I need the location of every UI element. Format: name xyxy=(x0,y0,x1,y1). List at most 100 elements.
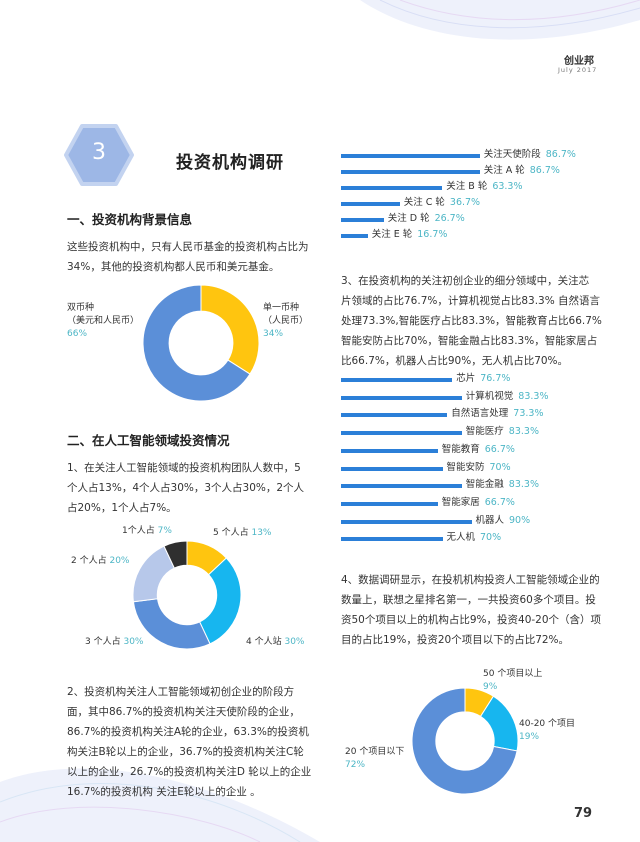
bar-label-value: 66.7% xyxy=(484,496,515,508)
issue-date: July 2017 xyxy=(558,66,598,74)
bar-label-value: 73.3% xyxy=(513,408,544,420)
bar-label-text: 关注 D 轮 xyxy=(387,213,430,224)
bar-label-value: 83.3% xyxy=(508,479,539,491)
stage-row: 关注 B 轮 63.3% xyxy=(341,180,621,194)
sector-bar xyxy=(341,519,472,524)
donut2-label-2: 2 个人占 20% xyxy=(71,555,129,568)
team-size-donut-chart xyxy=(132,540,242,650)
text-line: 86.7%的投资机构关注A轮的企业，63.3%的投资机 xyxy=(67,726,309,738)
label-text: 40-20 个项目 xyxy=(519,719,576,729)
label-text: 双币种 xyxy=(67,303,95,313)
sector-row: 自然语言处理 73.3% xyxy=(341,407,621,421)
text-line: 1、在关注人工智能领域的投资机构团队人数中，5 xyxy=(67,462,301,474)
stage-label: 关注 A 轮 86.7% xyxy=(484,164,560,178)
sector-row: 无人机 70% xyxy=(341,531,621,545)
sector-bar xyxy=(341,484,462,489)
sector-label: 智能教育 66.7% xyxy=(442,443,515,457)
sector-label: 智能医疗 83.3% xyxy=(466,425,539,439)
stage-bar xyxy=(341,154,480,158)
heading-ai-investment: 二、在人工智能领域投资情况 xyxy=(67,433,230,448)
label-value: 72% xyxy=(345,760,366,770)
sector-bar xyxy=(341,537,443,542)
donut2-label-4: 4 个人站 30% xyxy=(246,636,304,649)
sector-row: 芯片 76.7% xyxy=(341,372,621,386)
section-number-hexagon xyxy=(64,124,134,186)
stage-label: 关注 E 轮 16.7% xyxy=(372,228,448,242)
text-line: 4、数据调研显示，在投机机构投资人工智能领域企业的 xyxy=(341,574,600,586)
donut3-label-50: 50 个项目以上 9% xyxy=(483,668,542,694)
text-line: 资50个项目以上的机构占比9%，投资40-20个（含）项 xyxy=(341,614,602,626)
bar-label-text: 智能医疗 xyxy=(465,426,504,438)
team-size-slice-2 xyxy=(132,598,211,650)
project-count-donut-chart xyxy=(411,687,519,795)
sector-row: 智能金融 83.3% xyxy=(341,478,621,492)
bar-label-text: 机器人 xyxy=(475,514,505,526)
sector-bar xyxy=(341,395,462,400)
brand-logo-text: 创业邦 xyxy=(564,56,594,67)
bar-label-value: 36.7% xyxy=(449,197,481,208)
text-line: 3、在投资机构的关注初创企业的细分领域中，关注芯 xyxy=(341,275,590,287)
paragraph-team-size: 1、在关注人工智能领域的投资机构团队人数中，5 个人占13%，4个人占30%，3… xyxy=(67,458,337,518)
bar-label-text: 计算机视觉 xyxy=(465,390,514,402)
text-line: 以上的企业，26.7%的投资机构关注D 轮以上的企业 xyxy=(67,766,312,778)
sector-row: 智能教育 66.7% xyxy=(341,443,621,457)
bar-label-value: 83.3% xyxy=(508,426,539,438)
stage-bar-chart: 关注天使阶段 86.7% 关注 A 轮 86.7% 关注 B 轮 63.3% 关注 C 轮 3… xyxy=(341,148,621,244)
text-line: 个人占13%，4个人占30%，3个人占30%，2个人 xyxy=(67,482,305,494)
fund-type-donut-chart xyxy=(142,284,260,402)
stage-bar xyxy=(341,218,384,222)
paragraph-project-count: 4、数据调研显示，在投机机构投资人工智能领域企业的 数量上，联想之星排名第一，一… xyxy=(341,570,631,650)
label-value: 30% xyxy=(284,637,305,647)
project-count-slice-2 xyxy=(411,687,518,795)
bar-label-text: 关注 B 轮 xyxy=(446,181,488,192)
bottom-wave-decoration xyxy=(0,768,320,842)
sector-bar-chart: 芯片 76.7% 计算机视觉 83.3% 自然语言处理 73.3% 智能医疗 83.3% 智能教… xyxy=(341,372,621,548)
donut2-label-5: 5 个人占 13% xyxy=(213,527,271,540)
bar-label-text: 关注 C 轮 xyxy=(403,197,445,208)
bar-label-text: 关注 E 轮 xyxy=(371,229,413,240)
sector-row: 机器人 90% xyxy=(341,514,621,528)
sector-bar xyxy=(341,413,448,418)
donut1-right-label: 单一币种 （人民币） 34% xyxy=(263,302,308,341)
sector-label: 芯片 76.7% xyxy=(456,372,510,386)
stage-label: 关注天使阶段 86.7% xyxy=(484,148,576,162)
donut3-label-20: 20 个项目以下 72% xyxy=(345,746,404,772)
stage-row: 关注 D 轮 26.7% xyxy=(341,212,621,226)
bar-label-text: 智能教育 xyxy=(441,443,480,455)
donut2-label-3: 3 个人占 30% xyxy=(85,636,143,649)
sector-row: 计算机视觉 83.3% xyxy=(341,390,621,404)
sector-row: 智能医疗 83.3% xyxy=(341,425,621,439)
label-value: 9% xyxy=(483,682,498,692)
section-number: 3 xyxy=(92,140,106,165)
text-line: 2、投资机构关注人工智能领域初创企业的阶段方 xyxy=(67,686,295,698)
bar-label-text: 智能安防 xyxy=(446,461,485,473)
sector-label: 无人机 70% xyxy=(447,531,502,545)
label-text: （人民币） xyxy=(263,316,309,326)
bar-label-text: 智能家居 xyxy=(441,496,480,508)
text-line: 占20%，1个人占7%。 xyxy=(67,502,177,514)
label-text: （美元和人民币） xyxy=(67,316,140,326)
label-value: 7% xyxy=(157,526,172,536)
text-line: 面，其中86.7%的投资机构关注天使阶段的企业， xyxy=(67,706,300,718)
label-value: 19% xyxy=(519,732,540,742)
label-text: 2 个人占 xyxy=(71,556,107,566)
stage-row: 关注天使阶段 86.7% xyxy=(341,148,621,162)
bar-label-text: 关注天使阶段 xyxy=(483,149,541,160)
bar-label-text: 无人机 xyxy=(446,532,476,544)
sector-row: 智能安防 70% xyxy=(341,461,621,475)
sector-label: 自然语言处理 73.3% xyxy=(451,407,543,421)
label-text: 50 个项目以上 xyxy=(483,669,543,679)
bar-label-text: 自然语言处理 xyxy=(451,408,509,420)
stage-label: 关注 D 轮 26.7% xyxy=(388,212,465,226)
donut3-label-40: 40-20 个项目 19% xyxy=(519,718,575,744)
stage-label: 关注 B 轮 63.3% xyxy=(446,180,522,194)
text-line: 片领域的占比76.7%，计算机视觉占比83.3% 自然语言 xyxy=(341,295,601,307)
text-line: 这些投资机构中，只有人民币基金的投资机构占比为 xyxy=(67,241,309,253)
label-text: 3 个人占 xyxy=(85,637,121,647)
stage-label: 关注 C 轮 36.7% xyxy=(404,196,480,210)
sector-label: 智能家居 66.7% xyxy=(442,496,515,510)
sector-row: 智能家居 66.7% xyxy=(341,496,621,510)
heading-background-info: 一、投资机构背景信息 xyxy=(67,212,193,227)
sector-bar xyxy=(341,448,438,453)
paragraph-stages: 2、投资机构关注人工智能领域初创企业的阶段方 面，其中86.7%的投资机构关注天… xyxy=(67,682,352,802)
